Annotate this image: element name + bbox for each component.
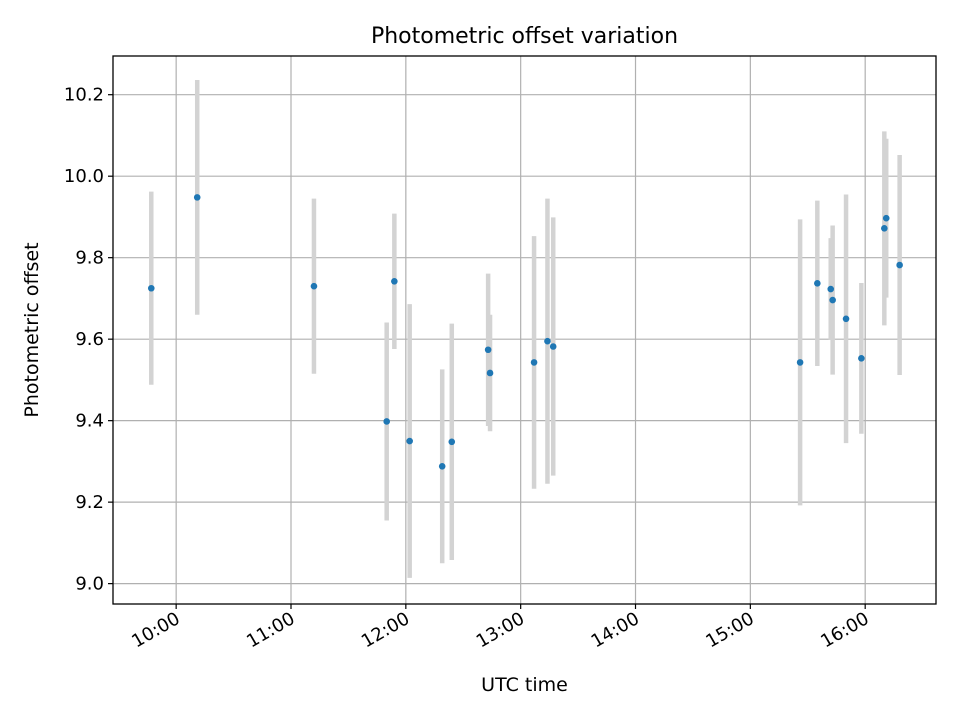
y-tick-label: 9.4 [75,411,104,432]
y-tick-label: 9.2 [75,492,104,513]
y-tick-label: 10.0 [64,166,104,187]
data-point [881,225,888,232]
data-point [310,282,318,290]
data-point [448,438,456,446]
data-point [858,355,865,362]
y-tick-label: 9.6 [75,329,104,350]
data-point [549,343,557,350]
data-point [484,346,492,354]
data-point [896,261,903,269]
y-axis-label: Photometric offset [21,242,43,417]
data-point [882,214,890,222]
data-point [147,284,155,292]
y-tick-label: 9.0 [75,574,104,595]
y-tick-label: 10.2 [64,85,104,106]
chart-title: Photometric offset variation [371,24,678,49]
x-axis-label: UTC time [481,674,568,696]
data-point [827,285,835,293]
data-point [814,280,821,287]
data-point [406,437,413,445]
data-points [147,194,903,470]
plot-frame [112,55,937,605]
data-point [544,337,551,345]
data-point [486,369,494,377]
data-point [829,296,836,304]
data-point [438,462,446,470]
data-point [530,359,538,366]
data-point [383,418,390,425]
data-point [796,359,804,366]
y-tick-label: 9.8 [75,248,104,269]
data-point [391,278,398,285]
data-point [842,315,850,323]
data-point [193,194,201,201]
